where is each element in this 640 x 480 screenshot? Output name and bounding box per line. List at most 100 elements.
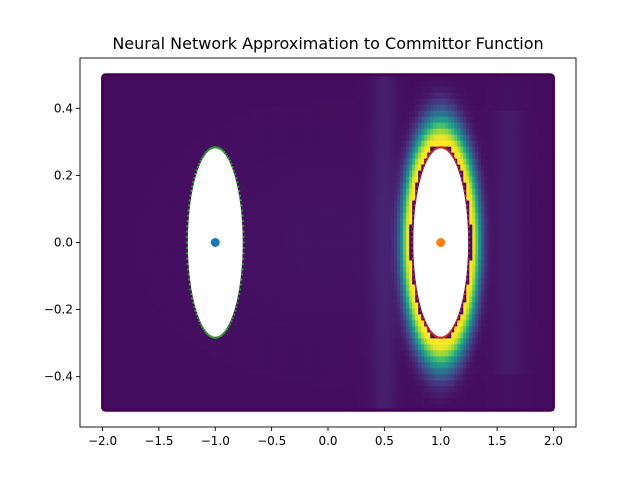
heat-cell [340, 128, 344, 136]
heat-cell [243, 188, 248, 196]
heat-cell [123, 350, 128, 357]
heat-cell [156, 272, 161, 280]
heat-cell [156, 170, 161, 178]
heat-cell [243, 80, 248, 88]
heat-cell [364, 140, 368, 148]
heat-cell [132, 254, 137, 262]
heat-cell [108, 296, 113, 303]
heat-cell [343, 188, 347, 196]
heat-cell [228, 128, 233, 136]
heat-cell [222, 362, 227, 369]
heat-cell [132, 362, 137, 369]
heat-cell [364, 152, 368, 160]
heat-cell [111, 290, 116, 298]
heat-cell [222, 110, 227, 118]
heat-cell [153, 404, 158, 411]
heat-cell [147, 392, 152, 399]
heat-cell [240, 98, 245, 106]
heat-cell [279, 152, 284, 160]
heat-cell [361, 194, 365, 202]
heat-cell [318, 254, 323, 262]
heat-cell [102, 212, 107, 220]
heat-cell [147, 116, 152, 124]
heat-cell [102, 134, 107, 142]
heat-cell [285, 224, 290, 232]
heat-cell [294, 374, 299, 381]
heat-cell [174, 320, 179, 327]
heat-cell [120, 392, 125, 399]
heat-cell [352, 218, 356, 226]
heat-cell [132, 278, 137, 286]
heat-cell [312, 266, 317, 274]
heat-cell [334, 272, 338, 280]
heat-cell [303, 350, 308, 357]
heat-cell [126, 260, 131, 268]
heat-cell [361, 338, 365, 345]
heat-cell [240, 122, 245, 130]
heat-cell [303, 230, 308, 238]
heat-cell [300, 332, 305, 339]
heat-cell [174, 188, 179, 196]
heat-cell [174, 230, 179, 238]
heat-cell [321, 254, 326, 262]
heat-cell [240, 392, 245, 399]
heat-cell [276, 158, 281, 166]
heat-cell [246, 398, 251, 405]
heat-cell [144, 380, 149, 387]
heat-cell [129, 218, 134, 226]
heat-cell [111, 140, 116, 148]
heat-cell [177, 134, 182, 142]
heat-cell [150, 266, 155, 274]
heat-cell [177, 374, 182, 381]
heat-cell [264, 260, 269, 268]
heat-cell [264, 404, 269, 411]
heat-cell [231, 356, 236, 363]
heat-cell [276, 122, 281, 130]
heat-cell [162, 320, 167, 327]
heat-cell [210, 344, 215, 351]
heat-cell [117, 368, 122, 375]
heat-cell [252, 128, 257, 136]
heat-cell [141, 146, 146, 154]
heat-cell [174, 134, 179, 142]
heat-cell [165, 134, 170, 142]
heat-cell [237, 116, 242, 124]
heat-cell [177, 392, 182, 399]
heat-cell [165, 314, 170, 321]
heat-cell [352, 212, 356, 220]
heat-cell [168, 374, 173, 381]
heat-cell [340, 170, 344, 178]
heat-cell [126, 158, 131, 166]
heat-cell [108, 200, 113, 208]
heat-cell [189, 158, 194, 166]
heat-cell [105, 272, 110, 280]
heat-cell [129, 290, 134, 298]
heat-cell [123, 86, 128, 94]
heat-cell [264, 140, 269, 148]
heat-cell [231, 98, 236, 106]
heat-cell [213, 122, 218, 130]
heat-cell [346, 392, 350, 399]
heat-cell [165, 92, 170, 100]
heat-cell [352, 338, 356, 345]
heat-cell [264, 278, 269, 286]
heat-cell [183, 404, 188, 411]
heat-cell [361, 392, 365, 399]
heat-cell [352, 326, 356, 333]
heat-cell [273, 140, 278, 148]
heat-cell [255, 254, 260, 262]
heat-cell [337, 260, 341, 268]
heat-cell [105, 182, 110, 190]
heat-cell [285, 374, 290, 381]
heat-cell [270, 296, 275, 303]
heat-cell [117, 98, 122, 106]
heat-cell [321, 230, 326, 238]
heat-cell [358, 398, 362, 405]
heat-cell [328, 134, 332, 142]
heat-cell [213, 128, 218, 136]
heat-cell [258, 374, 263, 381]
heat-cell [294, 176, 299, 184]
heat-cell [183, 176, 188, 184]
heat-cell [144, 188, 149, 196]
heat-cell [355, 260, 359, 268]
